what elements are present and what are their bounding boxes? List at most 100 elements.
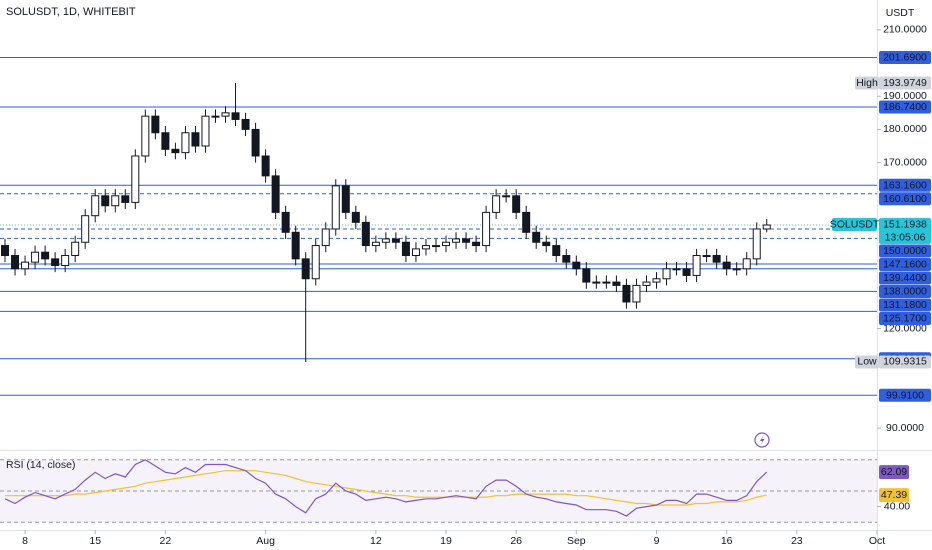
x-tick-label: Aug <box>256 535 275 547</box>
low-tag-box <box>855 355 879 369</box>
candle-body <box>331 185 340 230</box>
level-label: 186.7400 <box>883 101 927 113</box>
candle-body <box>151 115 160 134</box>
candle-body <box>732 268 741 271</box>
candle-body <box>111 195 120 207</box>
candle-body <box>91 195 100 217</box>
level-label-box <box>879 100 931 114</box>
candle-body <box>592 281 601 284</box>
candle-body <box>652 278 661 283</box>
candle-body <box>231 112 240 120</box>
candle-body <box>421 245 430 250</box>
rsi-ma-value-label-box <box>879 488 909 503</box>
candle-body <box>241 118 250 130</box>
candle-body <box>271 175 280 213</box>
x-tick-label: 15 <box>89 535 101 547</box>
low-value-label: 109.9315 <box>883 356 927 368</box>
level-label-box <box>879 244 931 258</box>
rsi-value-label-box <box>879 465 909 480</box>
x-tick-label: Oct <box>869 535 885 547</box>
x-tick-label: 16 <box>721 535 733 547</box>
level-label-box <box>879 50 931 64</box>
level-label: 163.1600 <box>883 179 927 191</box>
candle-body <box>442 241 451 247</box>
candle-body <box>682 268 691 276</box>
level-label: 131.1800 <box>883 299 927 311</box>
candle-body <box>522 211 531 233</box>
candle-body <box>201 115 210 147</box>
candle-body <box>51 258 60 266</box>
lightning-icon[interactable] <box>754 432 770 448</box>
candle-body <box>692 255 701 276</box>
candle-body <box>742 258 751 270</box>
candle-body <box>291 231 300 260</box>
candle-body <box>482 211 491 247</box>
level-label: 160.6100 <box>883 193 927 205</box>
candle-body <box>411 248 420 257</box>
y-tick-label: 120.0000 <box>883 322 927 334</box>
level-label-box <box>879 271 931 285</box>
x-tick-label: 8 <box>22 535 28 547</box>
last-price-box <box>879 218 931 245</box>
candle-body <box>602 281 611 284</box>
rsi-ma-value-label: 47.39 <box>881 489 907 501</box>
candle-body <box>472 241 481 247</box>
y-tick-label: 190.0000 <box>883 90 927 102</box>
candle-body <box>672 268 681 271</box>
icon-ring <box>754 432 770 448</box>
x-tick-label: Sep <box>567 535 586 547</box>
candle-body <box>532 231 541 243</box>
candle-body <box>371 241 380 247</box>
chart-title: SOLUSDT, 1D, WHITEBIT <box>6 6 136 18</box>
candle-body <box>321 228 330 247</box>
x-tick-label: 23 <box>791 535 803 547</box>
candle-body <box>662 268 671 280</box>
level-label: 150.0000 <box>883 245 927 257</box>
candle-body <box>71 241 80 257</box>
candle-body <box>722 261 731 270</box>
level-label: 125.1700 <box>883 313 927 325</box>
low-value-box <box>879 355 931 369</box>
rsi-line <box>4 459 768 517</box>
level-label: 99.9100 <box>886 389 924 401</box>
y-tick-label: 90.0000 <box>886 422 924 434</box>
y-tick-label: 180.0000 <box>883 123 927 135</box>
high-value-label: 193.9749 <box>883 77 927 89</box>
candle-body <box>582 268 591 283</box>
candle-body <box>121 195 130 203</box>
y-tick-label: 170.0000 <box>883 156 927 168</box>
candle-body <box>351 211 360 223</box>
x-tick-label: 9 <box>654 535 660 547</box>
candle-body <box>211 115 220 118</box>
candle-body <box>361 221 370 247</box>
high-value-box <box>879 76 931 90</box>
candle-body <box>492 195 501 213</box>
level-label: 138.0000 <box>883 286 927 298</box>
candle-body <box>311 245 320 280</box>
symbol-tag: SOLUSDT <box>830 219 880 231</box>
level-label: 201.6900 <box>883 52 927 64</box>
candle-body <box>401 241 410 257</box>
level-label-box <box>879 298 931 312</box>
high-tag-box <box>855 76 879 90</box>
candle-body <box>221 112 230 117</box>
candle-body <box>612 281 621 286</box>
candle-body <box>21 261 30 270</box>
candle-body <box>391 238 400 243</box>
candle-body <box>181 132 190 154</box>
candle-body <box>251 128 260 157</box>
level-label-box <box>879 312 931 326</box>
low-tag: Low <box>857 356 877 368</box>
candle-body <box>261 155 270 177</box>
candle-body <box>762 224 771 230</box>
level-label-box <box>879 258 931 272</box>
candle-body <box>301 258 310 280</box>
x-tick-label: 22 <box>160 535 172 547</box>
candle-body <box>512 195 521 213</box>
candle-body <box>341 185 350 213</box>
x-tick-label: 26 <box>510 535 522 547</box>
level-label-box <box>879 388 931 402</box>
y-tick-label: 210.0000 <box>883 24 927 36</box>
